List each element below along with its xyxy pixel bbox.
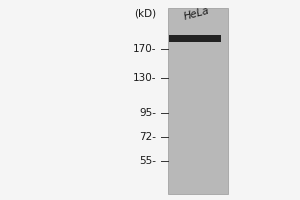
Text: HeLa: HeLa [182, 5, 211, 21]
Text: 55-: 55- [139, 156, 156, 166]
Bar [169, 35, 220, 42]
Text: 130-: 130- [133, 73, 156, 83]
Text: 95-: 95- [139, 108, 156, 118]
Bar [168, 8, 228, 194]
Text: (kD): (kD) [134, 9, 156, 19]
Text: 170-: 170- [133, 44, 156, 54]
Text: 72-: 72- [139, 132, 156, 142]
